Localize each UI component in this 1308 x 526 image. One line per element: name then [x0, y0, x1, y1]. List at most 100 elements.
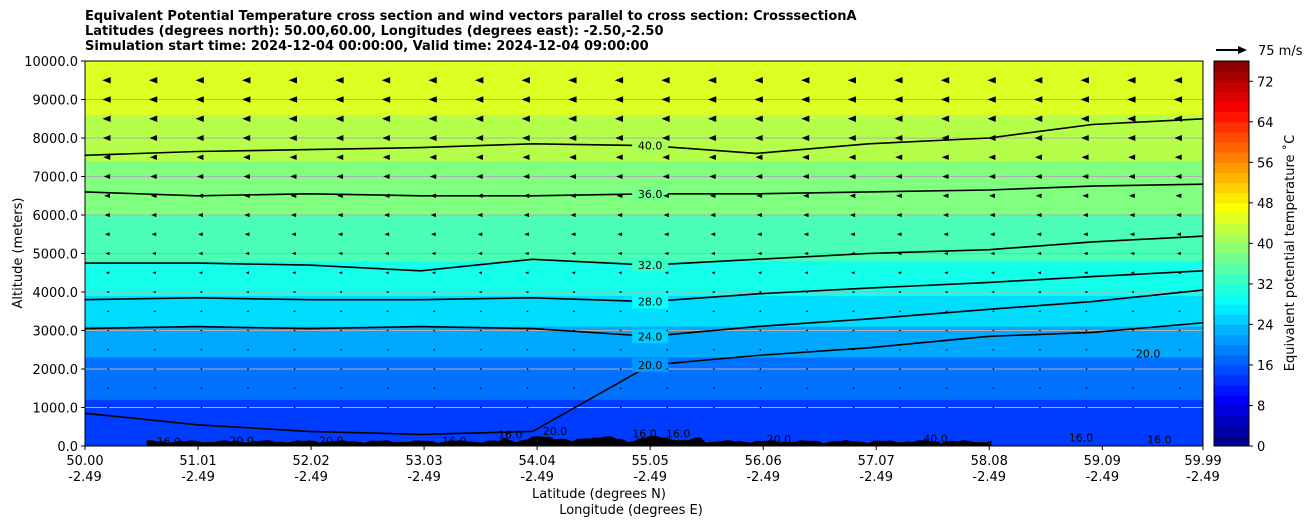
- wind-vector: [944, 271, 948, 275]
- colorbar-tick-label: 64: [1257, 116, 1274, 131]
- wind-vector: [849, 173, 856, 180]
- wind-vector: [433, 368, 436, 370]
- wind-vector: [617, 251, 622, 256]
- wind-vector: [386, 387, 389, 390]
- colorbar-tick-label: 8: [1257, 399, 1265, 414]
- wind-vector: [523, 193, 530, 199]
- wind-vector: [1085, 329, 1088, 332]
- wind-vector: [335, 76, 344, 84]
- wind-vector: [245, 251, 250, 256]
- x-axis-label-longitude: Longitude (degrees E): [559, 503, 703, 518]
- wind-vector: [943, 251, 948, 256]
- wind-vector: [1177, 271, 1181, 275]
- wind-vector: [712, 310, 715, 313]
- wind-vector: [522, 135, 530, 141]
- contour-label-extra: 16.0: [1147, 433, 1172, 446]
- wind-vector: [293, 329, 296, 332]
- y-axis: 0.0 1000.0 2000.0 3000.0 4000.0 5000.0 6000.0 7…: [24, 55, 85, 455]
- wind-vector: [290, 173, 297, 180]
- wind-vector: [569, 154, 577, 160]
- colorbar-segment: [1214, 91, 1249, 103]
- wind-vector: [242, 96, 251, 103]
- wind-vector: [1178, 329, 1181, 332]
- colorbar-segment: [1214, 344, 1249, 356]
- wind-vector: [707, 76, 717, 84]
- wind-vector: [710, 232, 716, 237]
- x-tick-label-lon: -2.49: [68, 470, 102, 485]
- colorbar-frame: [1213, 60, 1250, 447]
- wind-vector: [1039, 368, 1041, 370]
- wind-vector: [899, 387, 902, 390]
- wind-vector: [803, 232, 809, 237]
- wind-vector: [987, 76, 996, 84]
- wind-vector: [1127, 115, 1136, 122]
- wind-vector: [335, 96, 344, 103]
- wind-vector: [1034, 154, 1042, 160]
- wind-vector: [804, 251, 809, 256]
- x-tick-label-lat: 56.06: [745, 454, 782, 469]
- contour-label-24: 24.0: [638, 330, 663, 343]
- colorbar-segment: [1214, 81, 1249, 92]
- wind-vector: [619, 310, 622, 313]
- colorbar-segment: [1214, 61, 1249, 72]
- wind-vector: [852, 406, 855, 409]
- x-tick-label-lat: 57.07: [858, 454, 895, 469]
- wind-vector: [246, 310, 249, 313]
- wind-vector: [708, 115, 717, 122]
- wind-vector: [153, 310, 156, 313]
- wind-vector: [851, 310, 855, 313]
- wind-vector: [945, 348, 948, 351]
- wind-vector: [1080, 76, 1089, 84]
- colorbar-tick-label: 72: [1257, 75, 1274, 90]
- wind-vector: [244, 232, 250, 237]
- wind-vector: [386, 348, 389, 351]
- wind-vector: [1131, 329, 1134, 332]
- wind-vector: [945, 310, 948, 313]
- wind-vector: [894, 96, 903, 103]
- wind-vector: [801, 96, 810, 103]
- wind-vector: [1178, 406, 1181, 409]
- wind-vector: [151, 232, 157, 237]
- colorbar-tick-label: 24: [1257, 318, 1274, 333]
- colorbar-segment: [1214, 263, 1249, 275]
- wind-vector: [1039, 406, 1041, 409]
- y-tick-label: 8000.0: [33, 132, 79, 147]
- wind-vector: [148, 76, 158, 84]
- wind-vector: [894, 135, 903, 141]
- wind-vector: [293, 348, 296, 351]
- wind-vector: [1176, 232, 1182, 237]
- wind-vector: [1035, 173, 1042, 180]
- colorbar-segment: [1214, 283, 1249, 295]
- title-line-2: Latitudes (degrees north): 50.00,60.00, …: [85, 24, 664, 39]
- wind-vector: [801, 115, 810, 122]
- wind-vector: [709, 193, 716, 199]
- wind-vector: [1037, 251, 1042, 256]
- wind-vector: [899, 406, 902, 409]
- wind-vector: [804, 290, 808, 294]
- wind-vector: [708, 154, 716, 160]
- wind-vector: [107, 406, 110, 409]
- wind-vector: [1129, 212, 1135, 218]
- wind-vector: [619, 387, 622, 390]
- wind-vector: [895, 173, 903, 180]
- wind-vector: [945, 329, 948, 332]
- wind-vector: [615, 154, 623, 160]
- wind-vector: [943, 232, 949, 237]
- wind-vector: [339, 348, 342, 351]
- wind-vector: [432, 310, 436, 313]
- colorbar-segment: [1214, 253, 1249, 265]
- wind-vector: [1131, 290, 1134, 294]
- contour-label-extra: 20.0: [319, 434, 344, 447]
- wind-vector: [806, 387, 808, 390]
- wind-vector: [154, 406, 156, 409]
- wind-vector: [153, 329, 156, 332]
- x-tick-label-lon: -2.49: [859, 470, 893, 485]
- wind-vector: [106, 348, 109, 351]
- colorbar-tick-label: 16: [1257, 359, 1274, 374]
- wind-vector: [1132, 368, 1134, 370]
- wind-vector: [713, 387, 715, 390]
- wind-vector: [712, 348, 715, 351]
- wind-vector: [898, 310, 901, 313]
- wind-vector: [987, 115, 996, 122]
- wind-vector: [102, 96, 111, 103]
